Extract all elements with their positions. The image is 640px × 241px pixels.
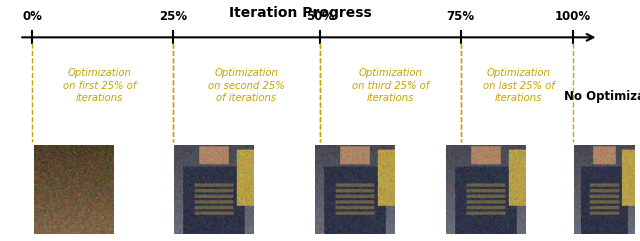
Text: Optimization
on third 25% of
iterations: Optimization on third 25% of iterations bbox=[352, 68, 429, 103]
Text: Optimization
on first 25% of
iterations: Optimization on first 25% of iterations bbox=[63, 68, 136, 103]
Text: 25%: 25% bbox=[159, 10, 187, 23]
Text: 100%: 100% bbox=[555, 10, 591, 23]
Text: No Optimization: No Optimization bbox=[564, 90, 640, 103]
Text: Optimization
on second 25%
of iterations: Optimization on second 25% of iterations bbox=[208, 68, 285, 103]
Text: Iteration Progress: Iteration Progress bbox=[229, 6, 372, 20]
Text: 75%: 75% bbox=[447, 10, 475, 23]
Text: 0%: 0% bbox=[22, 10, 42, 23]
Text: 50%: 50% bbox=[306, 10, 334, 23]
Text: Optimization
on last 25% of
iterations: Optimization on last 25% of iterations bbox=[483, 68, 554, 103]
